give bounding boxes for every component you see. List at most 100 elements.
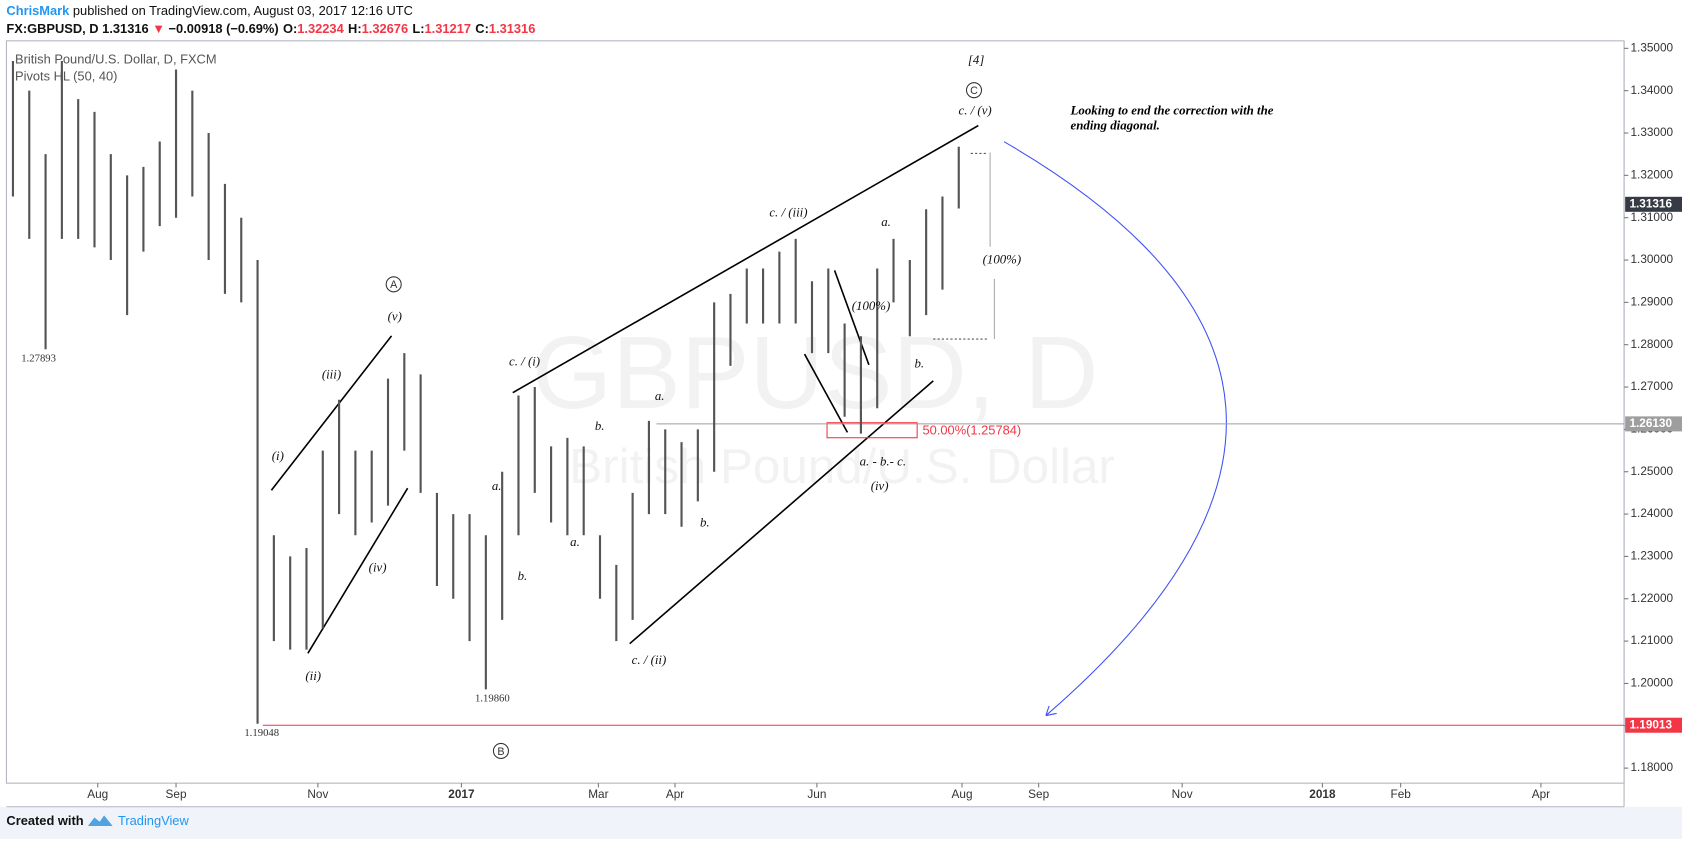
y-tick-label: 1.30000 (1631, 253, 1674, 266)
wave-label: a. (655, 389, 665, 403)
symbol: FX:GBPUSD, D (6, 22, 98, 37)
x-tick-label: Jun (807, 788, 826, 801)
last-price: 1.31316 (102, 22, 148, 37)
x-tick-label: Mar (588, 788, 608, 801)
note: Looking to end the correction with the (1070, 104, 1274, 118)
y-tick-label: 1.35000 (1631, 41, 1674, 54)
circled-label: B (497, 746, 504, 758)
author[interactable]: ChrisMark (6, 3, 70, 18)
wave-label: a. (492, 479, 502, 493)
y-tick-label: 1.28000 (1631, 338, 1674, 351)
ohlc-value: 1.31217 (425, 22, 471, 37)
trendline (270, 335, 393, 491)
ohlc-label: L: (412, 22, 424, 37)
x-tick-label: Nov (307, 788, 328, 801)
legend-indicator: Pivots HL (50, 40) (15, 69, 117, 84)
wave-label: [4] (968, 53, 984, 67)
circled-marker (965, 82, 983, 99)
fib-box (826, 422, 918, 439)
ohlc-value: 1.31316 (489, 22, 535, 37)
y-tick-label: 1.22000 (1631, 592, 1674, 605)
note: ending diagonal. (1071, 119, 1160, 133)
y-tick-label: 1.24000 (1631, 507, 1674, 520)
y-tick-label: 1.34000 (1631, 84, 1674, 97)
y-tick-label: 1.29000 (1631, 295, 1674, 308)
pivot-label: 1.27893 (21, 352, 56, 364)
wave-label: b. (914, 357, 924, 371)
symbol-line: FX:GBPUSD, D 1.31316 ▼ −0.00918 (−0.69%)… (6, 22, 535, 37)
ohlc-value: 1.32234 (297, 22, 344, 37)
watermark-name: British Pound/U.S. Dollar (569, 439, 1115, 494)
y-tick-label: 1.18000 (1631, 761, 1674, 774)
wave-label: (100%) (983, 253, 1022, 267)
projection-curve (1003, 141, 1227, 716)
wave-label: a. (570, 535, 580, 549)
trendline (629, 380, 934, 645)
y-tick-label: 1.32000 (1631, 168, 1674, 181)
y-tick-label: 1.21000 (1631, 634, 1674, 647)
footer-brand[interactable]: TradingView (118, 813, 189, 828)
wave-label: (iv) (871, 479, 889, 493)
y-tick-label: 1.20000 (1631, 677, 1674, 690)
wave-label: c. / (v) (958, 104, 991, 118)
x-tick-label: Feb (1391, 788, 1412, 801)
pivot-label: 1.19048 (244, 727, 279, 739)
trendline (803, 353, 849, 433)
trendline (833, 270, 870, 366)
x-tick-label: Nov (1172, 788, 1193, 801)
pivot-label: 1.19860 (475, 692, 510, 704)
price-label: 1.19013 (1629, 718, 1672, 731)
ohlc-label: O: (283, 22, 297, 37)
wave-label: b. (700, 516, 710, 530)
measure (933, 152, 987, 340)
price-label: 1.26130 (1629, 417, 1672, 430)
legend-title: British Pound/U.S. Dollar, D, FXCM (15, 52, 217, 67)
ohlc-value: 1.32676 (362, 22, 408, 37)
y-tick-label: 1.25000 (1631, 465, 1674, 478)
wave-label: (i) (272, 449, 284, 463)
wave-label: (100%) (852, 299, 891, 313)
header-line: ChrisMark published on TradingView.com, … (6, 3, 413, 18)
wave-label: c. / (iii) (769, 205, 807, 219)
trendline (307, 487, 409, 654)
wave-label: (iii) (322, 367, 341, 381)
price-label: 1.31316 (1629, 197, 1672, 210)
wave-label: (iv) (369, 561, 387, 575)
wave-label: a. (881, 215, 891, 229)
x-tick-label: Apr (1532, 788, 1550, 801)
circled-label: C (970, 85, 978, 97)
logo (87, 815, 113, 827)
y-tick-label: 1.31000 (1631, 211, 1674, 224)
x-tick-label: Apr (666, 788, 684, 801)
x-tick-label: 2018 (1309, 788, 1336, 801)
x-tick-label: Aug (952, 788, 973, 801)
x-tick-label: 2017 (448, 788, 475, 801)
down-arrow: ▼ (152, 22, 165, 37)
price-label-box (1625, 717, 1682, 733)
wave-label: c. / (ii) (632, 653, 667, 667)
arrow-head (1045, 705, 1057, 717)
y-tick-label: 1.33000 (1631, 126, 1674, 139)
price-label-box (1625, 196, 1682, 212)
wave-label: c. / (i) (509, 355, 540, 369)
x-tick-label: Sep (1028, 788, 1049, 801)
wave-label: a. - b.- c. (860, 454, 906, 468)
fib-label: 50.00%(1.25784) (923, 423, 1022, 438)
price-label-box (1625, 416, 1682, 432)
y-tick-label: 1.23000 (1631, 550, 1674, 563)
circled-marker (492, 742, 509, 760)
circled-marker (385, 276, 402, 293)
ohlc-label: C: (475, 22, 489, 37)
y-tick-label: 1.27000 (1631, 380, 1674, 393)
footer-created: Created with (6, 813, 83, 828)
footer-bar (0, 806, 1682, 839)
x-tick-label: Aug (87, 788, 108, 801)
ohlc-label: H: (348, 22, 362, 37)
wave-label: (v) (388, 310, 402, 324)
wave-label: (ii) (305, 669, 321, 683)
drawings (270, 124, 979, 654)
published: published on TradingView.com, August 03,… (73, 3, 413, 18)
trendline (512, 124, 979, 394)
wave-label: b. (595, 419, 605, 433)
